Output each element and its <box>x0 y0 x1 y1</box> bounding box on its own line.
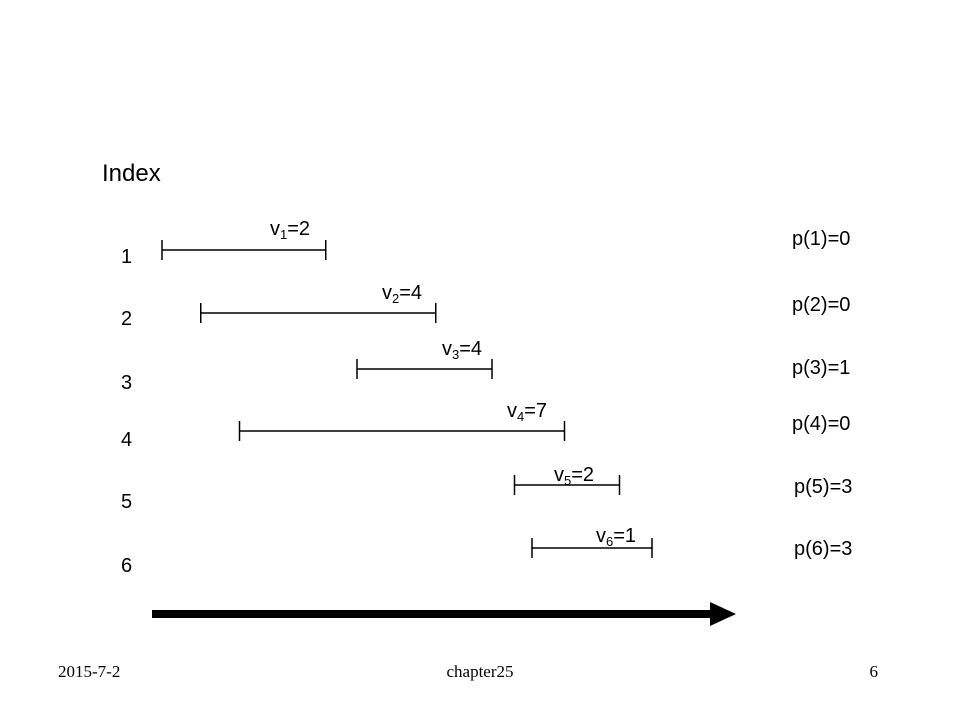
p-label: p(2)=0 <box>792 294 850 316</box>
value-subscript: 3 <box>452 347 459 362</box>
value-subscript: 1 <box>280 227 287 242</box>
footer-page-number: 6 <box>869 662 879 681</box>
value-letter: v <box>270 218 280 240</box>
index-number: 3 <box>121 372 132 394</box>
value-weight: =1 <box>613 525 636 547</box>
value-letter: v <box>442 338 452 360</box>
job-value-label: v6=1 <box>596 525 636 549</box>
index-number: 6 <box>121 555 132 577</box>
p-label: p(5)=3 <box>794 476 852 498</box>
value-weight: =4 <box>459 338 482 360</box>
p-label: p(6)=3 <box>794 538 852 560</box>
value-weight: =2 <box>287 218 310 240</box>
job-value-label: v4=7 <box>507 400 547 424</box>
index-number: 1 <box>121 246 132 268</box>
index-heading: Index <box>102 160 161 187</box>
job-value-label: v3=4 <box>442 338 482 362</box>
footer-date: 2015-7-2 <box>58 662 121 681</box>
job-row-2: 2v2=4p(2)=0 <box>121 282 850 330</box>
p-label: p(1)=0 <box>792 228 850 250</box>
value-subscript: 6 <box>606 534 613 549</box>
value-weight: =7 <box>524 400 547 422</box>
index-number: 5 <box>121 491 132 513</box>
job-row-1: 1v1=2 p(1)=0 <box>121 218 850 268</box>
value-letter: v <box>554 464 564 486</box>
p-label: p(4)=0 <box>792 413 850 435</box>
job-value-label: v5=2 <box>554 464 594 488</box>
job-row-3: 3v3=4p(3)=1 <box>121 338 850 394</box>
value-subscript: 5 <box>564 473 571 488</box>
index-number: 4 <box>121 429 132 451</box>
jobs-layer: 1v1=2 p(1)=02v2=4p(2)=03v3=4p(3)=14v4=7p(… <box>121 218 852 577</box>
value-subscript: 4 <box>517 409 524 424</box>
p-label: p(3)=1 <box>792 357 850 379</box>
value-letter: v <box>507 400 517 422</box>
time-axis <box>152 602 736 626</box>
footer-title: chapter25 <box>446 662 514 681</box>
value-subscript: 2 <box>392 291 399 306</box>
job-value-label: v1=2 <box>270 218 310 242</box>
job-value-label: v2=4 <box>382 282 422 306</box>
right-arrow-icon <box>710 602 736 626</box>
job-row-5: 5v5=2p(5)=3 <box>121 464 852 513</box>
value-weight: =2 <box>571 464 594 486</box>
index-number: 2 <box>121 308 132 330</box>
value-letter: v <box>596 525 606 547</box>
value-letter: v <box>382 282 392 304</box>
value-weight: =4 <box>399 282 422 304</box>
job-row-4: 4v4=7p(4)=0 <box>121 400 850 451</box>
job-row-6: 6v6=1p(6)=3 <box>121 525 852 577</box>
